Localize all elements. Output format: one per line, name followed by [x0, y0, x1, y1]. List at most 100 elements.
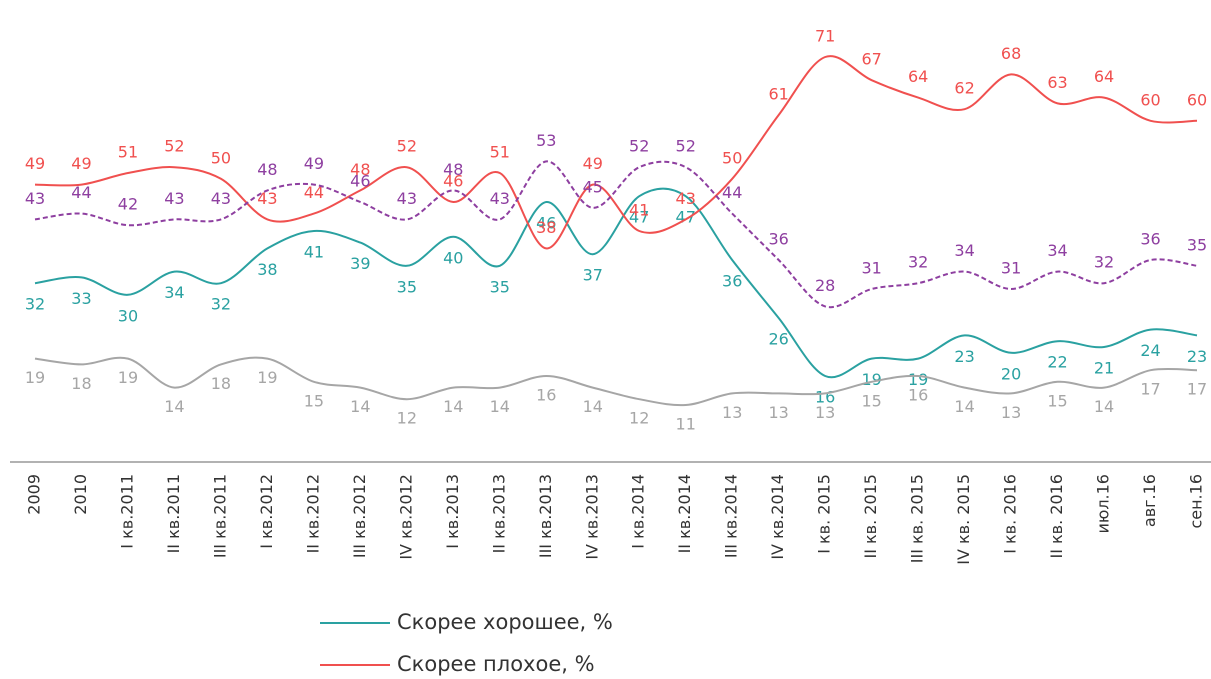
- data-label: 21: [1094, 359, 1114, 378]
- data-label: 34: [1047, 241, 1067, 260]
- data-label: 19: [861, 370, 881, 389]
- data-label: 26: [769, 330, 789, 349]
- data-label: 15: [304, 391, 324, 410]
- data-label: 12: [397, 409, 417, 428]
- data-label: 50: [722, 148, 742, 167]
- data-label: 14: [443, 397, 463, 416]
- data-label: 35: [397, 277, 417, 296]
- data-label: 19: [118, 368, 138, 387]
- data-label: 37: [583, 266, 603, 285]
- data-label: 36: [722, 272, 742, 291]
- x-tick-label: II кв. 2016: [1047, 474, 1066, 559]
- data-label: 34: [954, 241, 974, 260]
- x-tick-label: I кв.2014: [629, 474, 648, 549]
- x-tick-label: III кв.2011: [210, 474, 229, 558]
- data-label: 43: [257, 189, 277, 208]
- data-label: 36: [769, 230, 789, 249]
- data-label: 46: [443, 172, 463, 191]
- x-tick-label: II кв.2013: [489, 474, 508, 553]
- data-label: 13: [769, 403, 789, 422]
- x-tick-label: III кв. 2015: [908, 474, 927, 563]
- data-label: 24: [1140, 341, 1160, 360]
- data-label: 14: [490, 397, 510, 416]
- x-tick-label: IV кв.2013: [582, 474, 601, 560]
- data-label: 35: [490, 277, 510, 296]
- data-label: 46: [536, 214, 556, 233]
- x-tick-label: I кв.2011: [117, 474, 136, 549]
- data-label: 43: [25, 189, 45, 208]
- data-label: 71: [815, 27, 835, 46]
- x-tick-label: IV кв.2012: [396, 474, 415, 560]
- data-label: 49: [25, 154, 45, 173]
- data-label: 60: [1187, 90, 1207, 109]
- data-label: 20: [1001, 364, 1021, 383]
- data-label: 13: [722, 403, 742, 422]
- data-label: 31: [1001, 259, 1021, 278]
- data-label: 49: [71, 154, 91, 173]
- data-label: 47: [629, 208, 649, 227]
- data-label: 34: [164, 283, 184, 302]
- data-label: 43: [211, 189, 231, 208]
- data-label: 52: [164, 137, 184, 156]
- data-label: 44: [304, 183, 324, 202]
- legend-label: Скорее плохое, %: [397, 652, 595, 676]
- data-label: 17: [1140, 380, 1160, 399]
- x-tick-label: I кв. 2015: [815, 474, 834, 554]
- data-label: 60: [1140, 90, 1160, 109]
- data-label: 31: [861, 259, 881, 278]
- data-label: 43: [164, 189, 184, 208]
- x-tick-label: сен.16: [1187, 474, 1206, 529]
- data-label: 14: [583, 397, 603, 416]
- data-label: 38: [257, 260, 277, 279]
- data-label: 67: [861, 50, 881, 69]
- data-label: 53: [536, 131, 556, 150]
- data-label: 48: [257, 160, 277, 179]
- x-tick-label: 2009: [25, 474, 44, 515]
- x-tick-label: I кв. 2016: [1001, 474, 1020, 554]
- data-label: 14: [350, 397, 370, 416]
- series-line: [34, 356, 1198, 407]
- data-label: 15: [861, 391, 881, 410]
- data-label: 32: [1094, 253, 1114, 272]
- data-label: 11: [676, 415, 696, 434]
- x-tick-label: июл.16: [1094, 474, 1113, 534]
- data-label: 48: [443, 160, 463, 179]
- data-label: 16: [908, 386, 928, 405]
- series-line: [34, 55, 1198, 250]
- data-label: 15: [1047, 391, 1067, 410]
- data-label: 17: [1187, 380, 1207, 399]
- series-line: [34, 187, 1198, 379]
- data-label: 13: [815, 403, 835, 422]
- data-label: 49: [304, 154, 324, 173]
- x-tick-label: II кв.2012: [303, 474, 322, 553]
- data-label: 44: [71, 183, 91, 202]
- legend-label: Скорее хорошее, %: [397, 610, 613, 634]
- data-label: 52: [397, 137, 417, 156]
- data-label: 41: [304, 243, 324, 262]
- x-tick-label: II кв. 2015: [861, 474, 880, 559]
- x-tick-label: III кв.2014: [722, 474, 741, 558]
- x-tick-label: I кв.2013: [443, 474, 462, 549]
- x-tick-label: IV кв.2014: [768, 474, 787, 560]
- data-label: 23: [954, 347, 974, 366]
- data-label: 13: [1001, 403, 1021, 422]
- data-label: 30: [118, 306, 138, 325]
- x-tick-label: IV кв. 2015: [954, 474, 973, 565]
- data-label: 52: [676, 137, 696, 156]
- data-label: 63: [1047, 73, 1067, 92]
- data-label: 38: [536, 218, 556, 237]
- x-tick-label: III кв.2012: [350, 474, 369, 558]
- data-label: 51: [118, 143, 138, 162]
- data-label: 49: [583, 154, 603, 173]
- data-label: 39: [350, 254, 370, 273]
- x-tick-label: II кв.2014: [675, 474, 694, 553]
- data-label: 44: [722, 183, 742, 202]
- data-label: 61: [769, 85, 789, 104]
- x-tick-label: авг.16: [1140, 474, 1159, 527]
- data-label: 18: [211, 374, 231, 393]
- data-label: 68: [1001, 44, 1021, 63]
- data-label: 18: [71, 374, 91, 393]
- data-label: 19: [257, 368, 277, 387]
- data-label: 46: [350, 172, 370, 191]
